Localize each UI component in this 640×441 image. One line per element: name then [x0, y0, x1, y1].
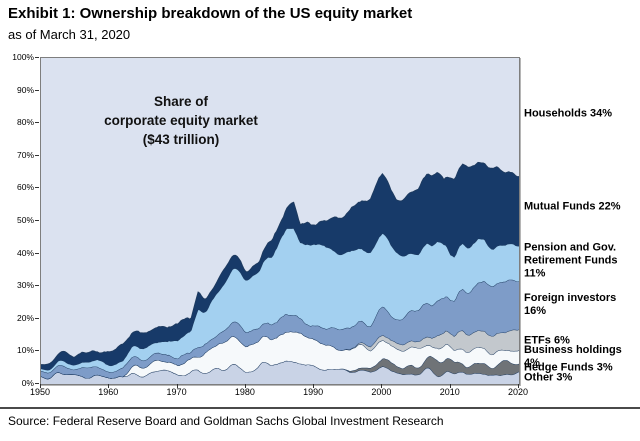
x-tick-mark — [40, 384, 41, 388]
annotation-line: corporate equity market — [104, 113, 258, 128]
x-tick-mark — [176, 384, 178, 388]
stacked-area-chart — [41, 58, 519, 384]
y-tick-mark — [35, 187, 39, 189]
y-tick-label: 20% — [16, 312, 34, 323]
area-business_holdings — [41, 331, 519, 379]
x-tick-label: 2020 — [507, 387, 529, 397]
series-label-other: Other 3% — [524, 371, 573, 384]
x-tick-label: 1990 — [303, 387, 324, 397]
series-label-mutual_funds: Mutual Funds 22% — [524, 200, 621, 213]
x-tick-mark — [244, 384, 246, 388]
y-tick-mark — [35, 220, 39, 221]
y-tick-label: 40% — [16, 247, 34, 258]
y-tick-mark — [35, 383, 39, 384]
y-tick-label: 50% — [16, 215, 34, 225]
y-tick-label: 70% — [16, 149, 34, 160]
y-tick-label: 30% — [16, 280, 34, 291]
y-tick-mark — [35, 285, 39, 287]
x-tick-label: 1970 — [166, 387, 187, 397]
x-tick-label: 2010 — [439, 387, 460, 397]
y-tick-mark — [35, 350, 39, 352]
x-tick-label: 1960 — [98, 387, 119, 397]
x-tick-label: 1950 — [29, 387, 51, 397]
y-tick-label: 0% — [21, 378, 34, 388]
area-pension_gov_retirement — [41, 228, 519, 373]
series-label-business_holdings: Business holdings 4% — [524, 343, 622, 369]
series-label-hedge_funds: Hedge Funds 3% — [524, 361, 613, 374]
y-tick-label: 60% — [16, 182, 34, 193]
y-tick-label: 80% — [16, 117, 34, 128]
series-label-foreign_investors: Foreign investors 16% — [524, 291, 617, 317]
x-tick-mark — [108, 384, 110, 388]
y-tick-label: 90% — [16, 84, 34, 95]
x-tick-mark — [381, 384, 383, 388]
x-tick-mark — [449, 384, 451, 388]
page-title: Exhibit 1: Ownership breakdown of the US… — [8, 5, 413, 22]
y-tick-mark — [35, 89, 39, 91]
x-tick-label: 2000 — [371, 387, 392, 397]
y-tick-mark — [35, 252, 39, 254]
footer-divider — [0, 407, 640, 409]
page-subtitle: as of March 31, 2020 — [8, 27, 131, 42]
annotation-line: ($43 trillion) — [142, 132, 220, 147]
source-note: Source: Federal Reserve Board and Goldma… — [8, 414, 444, 428]
chart-annotation: Share of corporate equity market ($43 tr… — [66, 92, 296, 149]
area-other — [41, 360, 519, 384]
series-label-etfs: ETFs 6% — [524, 334, 570, 347]
plot-frame: Share of corporate equity market ($43 tr… — [40, 57, 520, 385]
edge-mutual_funds — [41, 161, 519, 366]
y-tick-mark — [35, 57, 39, 58]
y-tick-label: 10% — [16, 345, 34, 356]
y-tick-mark — [35, 122, 39, 124]
x-tick-label: 1980 — [234, 387, 255, 397]
x-tick-mark — [313, 384, 315, 388]
y-tick-label: 100% — [12, 52, 34, 62]
y-tick-mark — [35, 317, 39, 319]
x-tick-mark — [518, 384, 519, 388]
series-label-pension_gov_retirement: Pension and Gov. Retirement Funds 11% — [524, 241, 618, 280]
annotation-line: Share of — [153, 94, 208, 109]
area-mutual_funds — [41, 162, 519, 370]
area-hedge_funds — [41, 355, 519, 379]
y-tick-mark — [35, 154, 39, 156]
series-label-households: Households 34% — [524, 107, 613, 120]
